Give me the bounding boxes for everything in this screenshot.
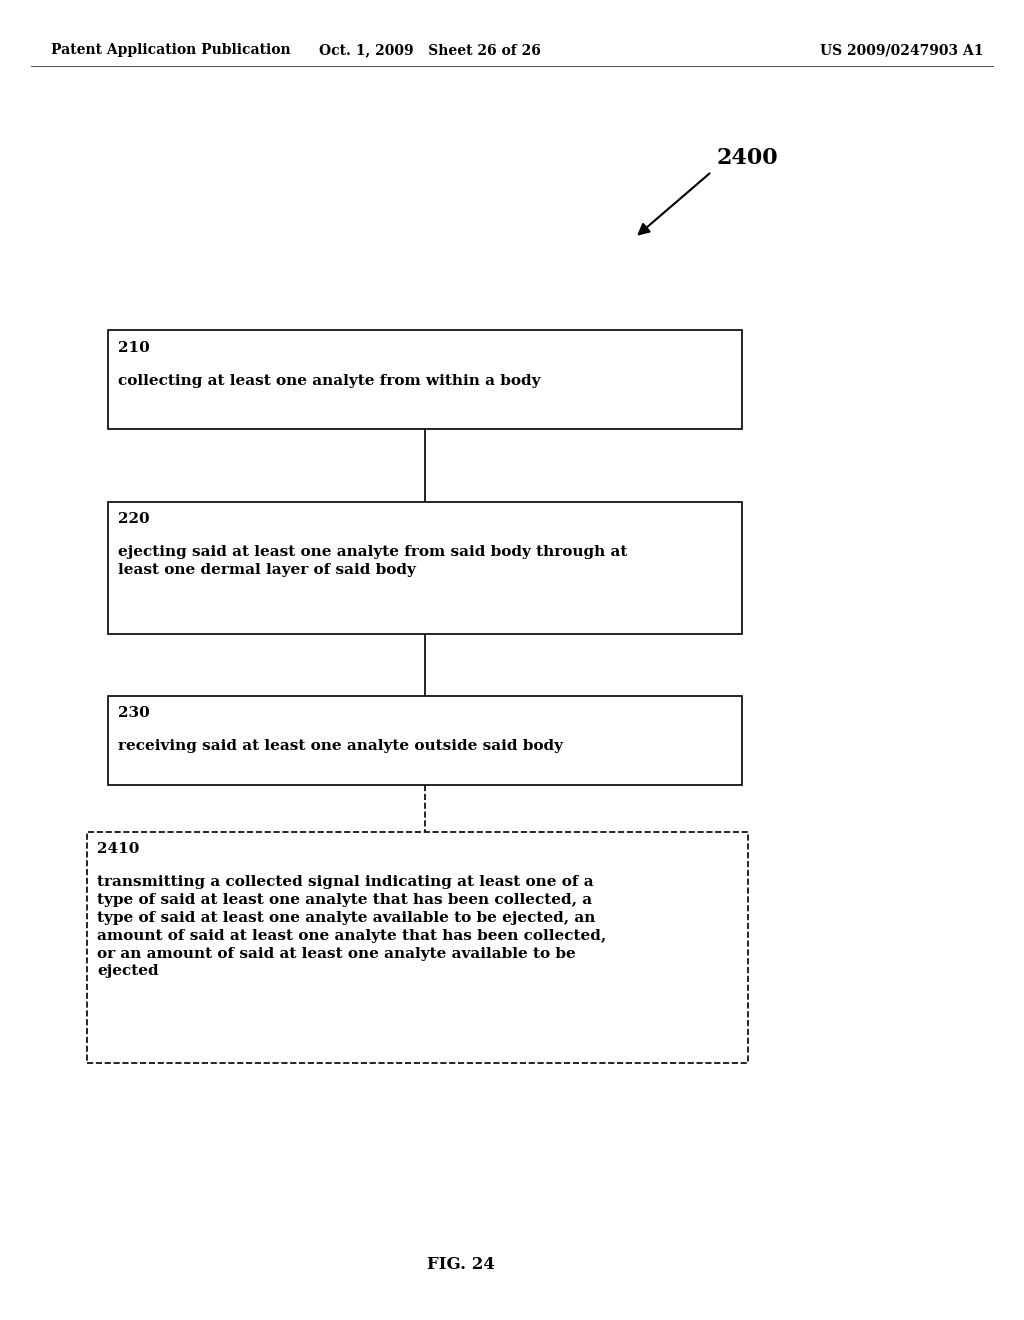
Text: FIG. 24: FIG. 24 (427, 1257, 495, 1272)
Bar (108, 330, 742, 429)
Bar (108, 502, 742, 634)
Text: 210: 210 (118, 341, 150, 355)
Text: collecting at least one analyte from within a body: collecting at least one analyte from wit… (118, 374, 541, 388)
Bar (87, 832, 748, 1063)
Text: ejecting said at least one analyte from said body through at
least one dermal la: ejecting said at least one analyte from … (118, 545, 627, 577)
Text: transmitting a collected signal indicating at least one of a
type of said at lea: transmitting a collected signal indicati… (97, 875, 606, 978)
Text: 2400: 2400 (717, 148, 778, 169)
Bar (108, 696, 742, 785)
Text: 220: 220 (118, 512, 150, 527)
Text: 230: 230 (118, 706, 150, 721)
Text: Oct. 1, 2009   Sheet 26 of 26: Oct. 1, 2009 Sheet 26 of 26 (319, 44, 541, 57)
Text: US 2009/0247903 A1: US 2009/0247903 A1 (819, 44, 983, 57)
Text: 2410: 2410 (97, 842, 139, 857)
Text: Patent Application Publication: Patent Application Publication (51, 44, 291, 57)
Text: receiving said at least one analyte outside said body: receiving said at least one analyte outs… (118, 739, 563, 754)
